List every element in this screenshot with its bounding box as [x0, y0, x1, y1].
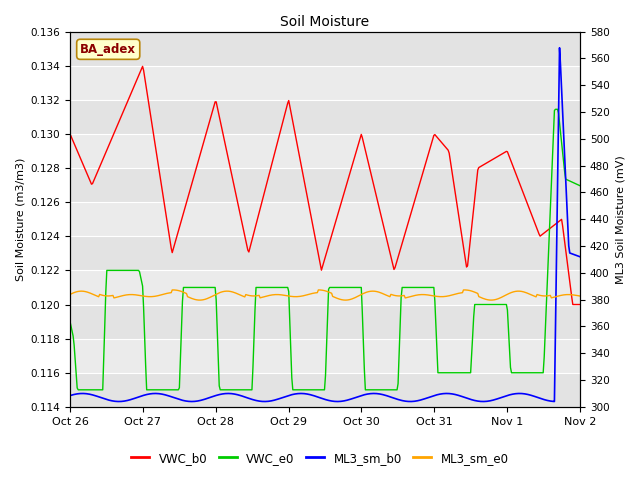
VWC_e0: [74, 387, 82, 393]
ML3_sm_b0: [312, 393, 319, 399]
Bar: [70, 304, 580, 338]
ML3_sm_b0: [485, 398, 493, 404]
ML3_sm_e0: [314, 290, 321, 296]
Y-axis label: ML3 Soil Moisture (mV): ML3 Soil Moisture (mV): [615, 155, 625, 284]
VWC_b0: [139, 63, 147, 69]
Bar: [70, 373, 580, 407]
ML3_sm_e0: [170, 287, 177, 293]
VWC_e0: [566, 178, 573, 184]
VWC_b0: [66, 131, 74, 137]
VWC_e0: [576, 183, 584, 189]
Legend: VWC_b0, VWC_e0, ML3_sm_b0, ML3_sm_e0: VWC_b0, VWC_e0, ML3_sm_b0, ML3_sm_e0: [127, 447, 513, 469]
ML3_sm_e0: [576, 293, 584, 299]
ML3_sm_e0: [372, 288, 380, 294]
Bar: [70, 168, 580, 202]
VWC_e0: [485, 301, 493, 307]
Title: Soil Moisture: Soil Moisture: [280, 15, 369, 29]
VWC_e0: [66, 319, 74, 324]
VWC_b0: [485, 159, 493, 165]
Line: ML3_sm_e0: ML3_sm_e0: [70, 290, 580, 300]
ML3_sm_e0: [344, 297, 352, 303]
ML3_sm_b0: [576, 254, 584, 260]
Bar: [70, 236, 580, 270]
VWC_b0: [576, 301, 584, 307]
Line: ML3_sm_b0: ML3_sm_b0: [70, 48, 580, 401]
VWC_b0: [309, 225, 317, 231]
ML3_sm_b0: [370, 391, 378, 396]
VWC_b0: [343, 180, 351, 186]
ML3_sm_b0: [566, 250, 573, 256]
VWC_b0: [371, 186, 378, 192]
ML3_sm_b0: [556, 45, 563, 51]
VWC_e0: [343, 285, 351, 290]
Line: VWC_b0: VWC_b0: [70, 66, 580, 304]
ML3_sm_b0: [406, 398, 414, 404]
ML3_sm_e0: [310, 290, 318, 296]
ML3_sm_b0: [66, 393, 74, 398]
ML3_sm_e0: [196, 297, 204, 303]
VWC_b0: [569, 301, 577, 307]
VWC_e0: [552, 107, 559, 112]
ML3_sm_e0: [66, 291, 74, 297]
VWC_b0: [565, 271, 573, 276]
Text: BA_adex: BA_adex: [80, 43, 136, 56]
ML3_sm_b0: [342, 397, 350, 403]
ML3_sm_b0: [308, 392, 316, 398]
VWC_b0: [312, 241, 320, 247]
Line: VWC_e0: VWC_e0: [70, 109, 580, 390]
Bar: [70, 32, 580, 66]
ML3_sm_e0: [486, 297, 494, 303]
Y-axis label: Soil Moisture (m3/m3): Soil Moisture (m3/m3): [15, 157, 25, 281]
VWC_e0: [371, 387, 378, 393]
VWC_e0: [309, 387, 317, 393]
ML3_sm_e0: [566, 292, 573, 298]
Bar: [70, 100, 580, 134]
VWC_e0: [312, 387, 320, 393]
